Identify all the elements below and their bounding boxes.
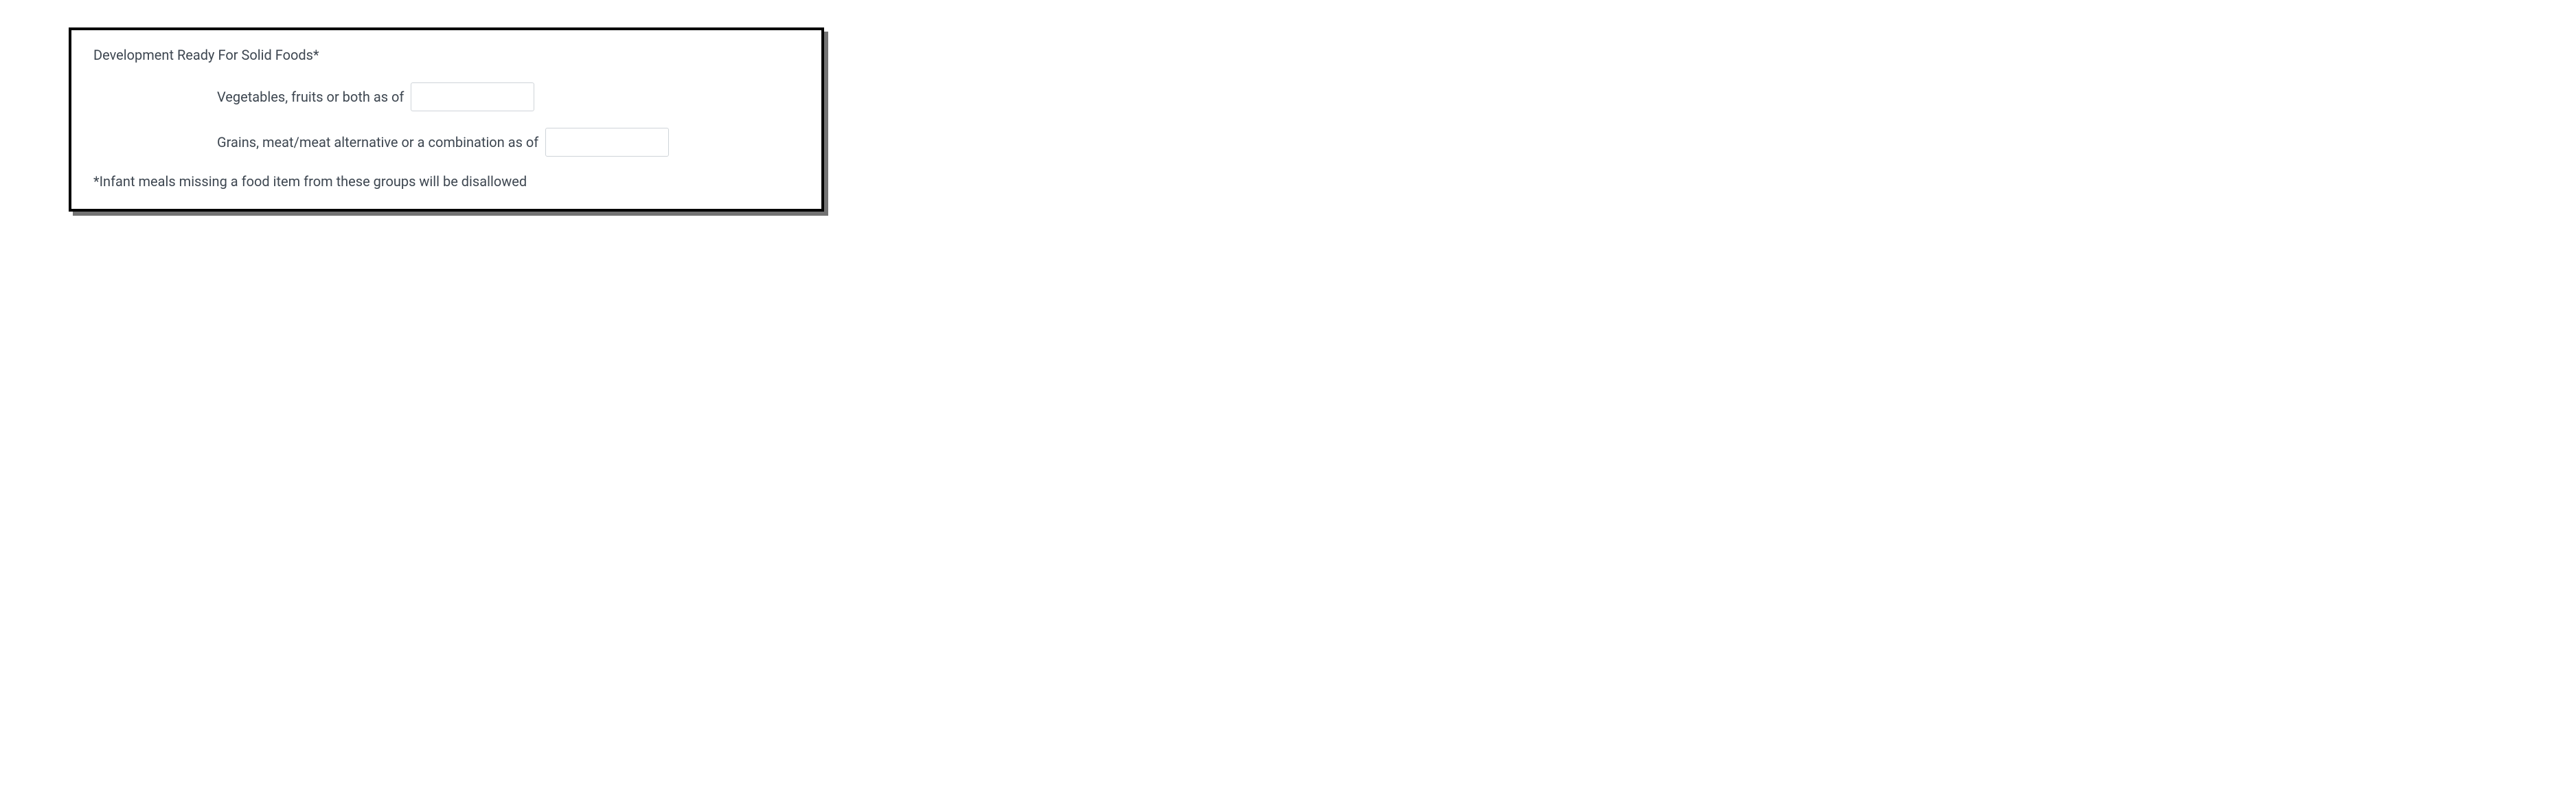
grains-meat-label: Grains, meat/meat alternative or a combi… — [217, 134, 538, 150]
grains-meat-row: Grains, meat/meat alternative or a combi… — [93, 128, 799, 157]
panel-footnote: *Infant meals missing a food item from t… — [93, 173, 799, 190]
solid-foods-panel: Development Ready For Solid Foods* Veget… — [69, 27, 824, 212]
veg-fruit-label: Vegetables, fruits or both as of — [217, 89, 404, 105]
page-wrapper: Development Ready For Solid Foods* Veget… — [0, 0, 2576, 239]
grains-meat-date-input[interactable] — [545, 128, 669, 157]
panel-title: Development Ready For Solid Foods* — [93, 47, 799, 63]
veg-fruit-date-input[interactable] — [411, 82, 534, 111]
veg-fruit-row: Vegetables, fruits or both as of — [93, 82, 799, 111]
